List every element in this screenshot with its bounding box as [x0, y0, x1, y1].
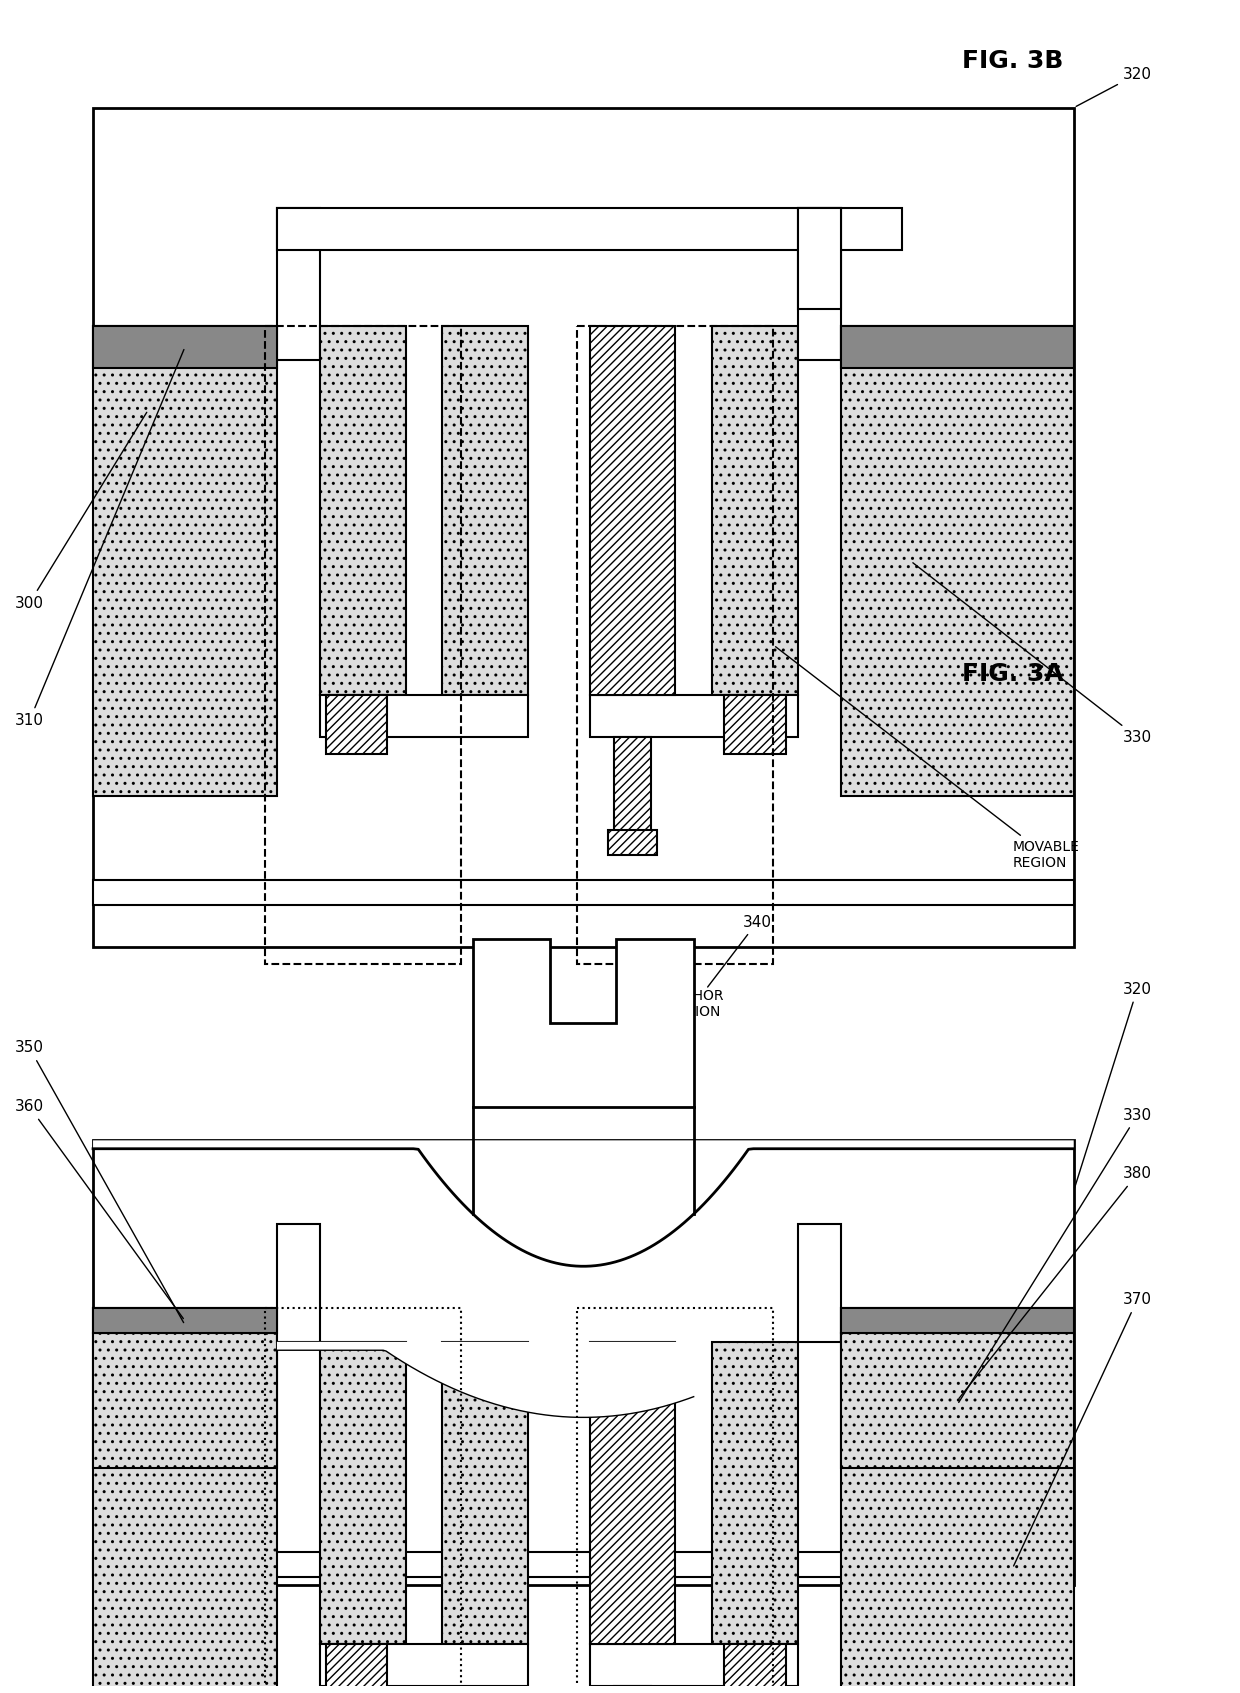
Bar	[326, 696, 387, 753]
Bar	[724, 1644, 786, 1693]
Bar	[614, 738, 651, 838]
Text: FIG. 3B: FIG. 3B	[962, 49, 1063, 73]
Bar	[93, 880, 1074, 906]
Bar	[841, 1309, 1074, 1334]
Bar	[589, 327, 676, 696]
Text: 360: 360	[15, 1099, 184, 1319]
Bar	[93, 1552, 1074, 1576]
Text: MOVABLE
REGION: MOVABLE REGION	[775, 647, 1079, 870]
Bar	[93, 1309, 277, 1334]
Bar	[589, 1644, 797, 1686]
Bar	[841, 1334, 1074, 1468]
Text: 320: 320	[1076, 66, 1152, 107]
Text: 350: 350	[15, 1041, 184, 1322]
Bar	[797, 1224, 841, 1343]
Bar	[93, 1141, 1074, 1585]
Text: 330: 330	[959, 1107, 1152, 1402]
Bar	[608, 830, 657, 855]
Bar	[93, 108, 1074, 948]
Text: 320: 320	[1075, 982, 1152, 1188]
Bar	[264, 327, 461, 963]
Bar	[277, 208, 320, 359]
Bar	[443, 1343, 528, 1644]
Bar	[320, 327, 405, 696]
Bar	[841, 327, 1074, 796]
Text: 380: 380	[959, 1166, 1152, 1398]
Bar	[578, 1309, 774, 1693]
Bar	[93, 327, 277, 796]
Bar	[320, 696, 528, 738]
Bar	[93, 1309, 277, 1693]
Text: 370: 370	[1013, 1292, 1152, 1566]
Bar	[589, 696, 797, 738]
Bar	[277, 208, 901, 251]
Polygon shape	[472, 940, 693, 1107]
Text: ANCHOR
REGION: ANCHOR REGION	[663, 967, 724, 1019]
Bar	[589, 1343, 676, 1644]
Bar	[841, 327, 1074, 367]
Bar	[797, 208, 841, 310]
Bar	[724, 696, 786, 753]
Bar	[93, 327, 277, 367]
Bar	[320, 1343, 405, 1644]
Bar	[326, 1644, 387, 1693]
Bar	[93, 1334, 277, 1468]
Bar	[443, 327, 528, 696]
Bar	[614, 1686, 651, 1693]
Bar	[277, 1224, 320, 1343]
Bar	[264, 1309, 461, 1693]
Bar	[712, 1343, 797, 1644]
Bar	[797, 208, 841, 359]
Bar	[712, 327, 797, 696]
Bar	[578, 327, 774, 963]
Text: 340: 340	[708, 914, 771, 987]
Text: 300: 300	[15, 413, 146, 611]
Text: FIG. 3A: FIG. 3A	[961, 662, 1063, 686]
Bar	[320, 1644, 528, 1686]
Text: 310: 310	[15, 349, 184, 728]
Bar	[841, 1309, 1074, 1693]
Text: 330: 330	[913, 562, 1152, 745]
